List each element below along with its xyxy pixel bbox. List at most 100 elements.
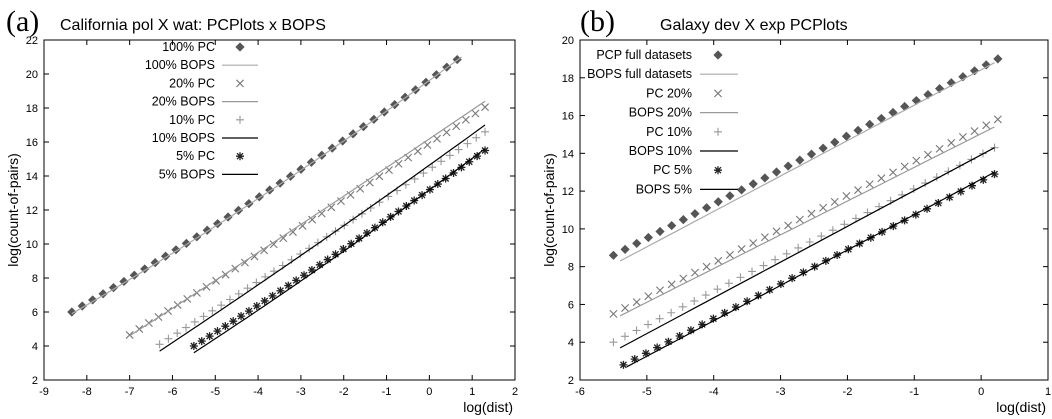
y-tick-label: 10 [26, 239, 38, 251]
data-point [876, 113, 886, 124]
data-point [776, 279, 785, 288]
data-point [252, 278, 261, 287]
panel-letter: (a) [6, 5, 39, 38]
legend-label: 100% PC [162, 40, 215, 54]
data-point [315, 260, 324, 269]
data-point [771, 167, 782, 177]
legend-label: 20% BOPS [152, 95, 215, 109]
data-point [452, 122, 461, 131]
y-tick-label: 12 [562, 186, 574, 198]
series-line [193, 148, 486, 354]
data-point [877, 174, 886, 183]
x-tick-label: -1 [909, 386, 919, 398]
data-point [378, 218, 387, 227]
data-point [250, 252, 259, 261]
data-point [702, 203, 712, 213]
data-point [225, 295, 234, 304]
data-point [900, 162, 909, 171]
data-point [865, 180, 874, 189]
data-point [276, 286, 285, 295]
data-point [481, 146, 490, 155]
y-tick-label: 4 [568, 337, 574, 349]
series-7 [626, 171, 995, 368]
data-point [285, 171, 296, 181]
data-point [208, 306, 217, 315]
data-point [129, 270, 139, 280]
data-point [173, 329, 182, 338]
data-point [725, 191, 735, 201]
data-point [641, 349, 650, 358]
data-point [840, 220, 849, 229]
data-point [788, 274, 797, 283]
legend-marker-swatch [236, 115, 244, 124]
legend-label: PC 10% [646, 125, 692, 139]
data-point [298, 221, 307, 230]
data-point [686, 326, 695, 335]
data-point [783, 161, 793, 171]
legend-marker-swatch [714, 166, 722, 175]
x-tick-label: -7 [125, 386, 135, 398]
data-point [794, 243, 803, 252]
data-point [713, 197, 723, 207]
data-point [795, 215, 804, 224]
data-point [675, 331, 684, 340]
y-tick-label: 12 [26, 205, 38, 217]
y-tick-label: 14 [26, 171, 38, 183]
data-point [771, 255, 780, 264]
series-1 [619, 62, 995, 262]
x-tick-label: 0 [426, 386, 432, 398]
series-5 [619, 147, 995, 349]
data-point [799, 268, 808, 277]
panel-letter: (b) [580, 5, 615, 38]
data-point [772, 227, 781, 236]
data-point [725, 250, 734, 259]
series-5 [159, 124, 486, 352]
data-point [338, 136, 348, 146]
data-point [807, 209, 816, 218]
data-point [655, 226, 665, 237]
series-7 [193, 148, 486, 354]
plot-frame [43, 39, 516, 381]
data-point [463, 139, 472, 148]
data-point [934, 199, 943, 208]
data-point [199, 312, 208, 321]
series-line [159, 124, 486, 352]
legend-label: BOPS 10% [629, 144, 692, 158]
data-point [655, 314, 664, 323]
data-point [653, 343, 662, 352]
legend-label: 5% PC [176, 149, 215, 163]
data-point [743, 297, 752, 306]
data-point [679, 274, 688, 283]
data-point [644, 320, 653, 329]
series-line [619, 126, 995, 317]
data-point [339, 245, 348, 254]
data-point [125, 330, 134, 339]
x-tick-label: -6 [575, 386, 585, 398]
data-point [481, 127, 490, 136]
data-point [945, 193, 954, 202]
data-point [923, 204, 932, 213]
y-tick-label: 4 [32, 341, 38, 353]
data-point [221, 322, 230, 331]
data-point [313, 238, 322, 247]
legend-label: PCP full datasets [596, 48, 692, 62]
legend-marker-swatch [236, 79, 244, 88]
data-point [806, 149, 817, 159]
x-tick-label: -5 [642, 386, 652, 398]
data-point [805, 237, 814, 246]
data-point [656, 286, 665, 295]
data-point [260, 246, 269, 255]
data-point [308, 215, 317, 224]
y-tick-label: 18 [26, 103, 38, 115]
data-point [818, 143, 828, 153]
data-point [296, 164, 306, 174]
data-point [782, 249, 791, 258]
data-point [724, 279, 733, 288]
x-tick-label: -4 [709, 386, 719, 398]
data-point [841, 131, 852, 141]
data-point [190, 317, 199, 326]
data-point [449, 168, 458, 177]
data-point [457, 163, 466, 172]
data-point [795, 155, 805, 165]
data-point [701, 291, 710, 300]
